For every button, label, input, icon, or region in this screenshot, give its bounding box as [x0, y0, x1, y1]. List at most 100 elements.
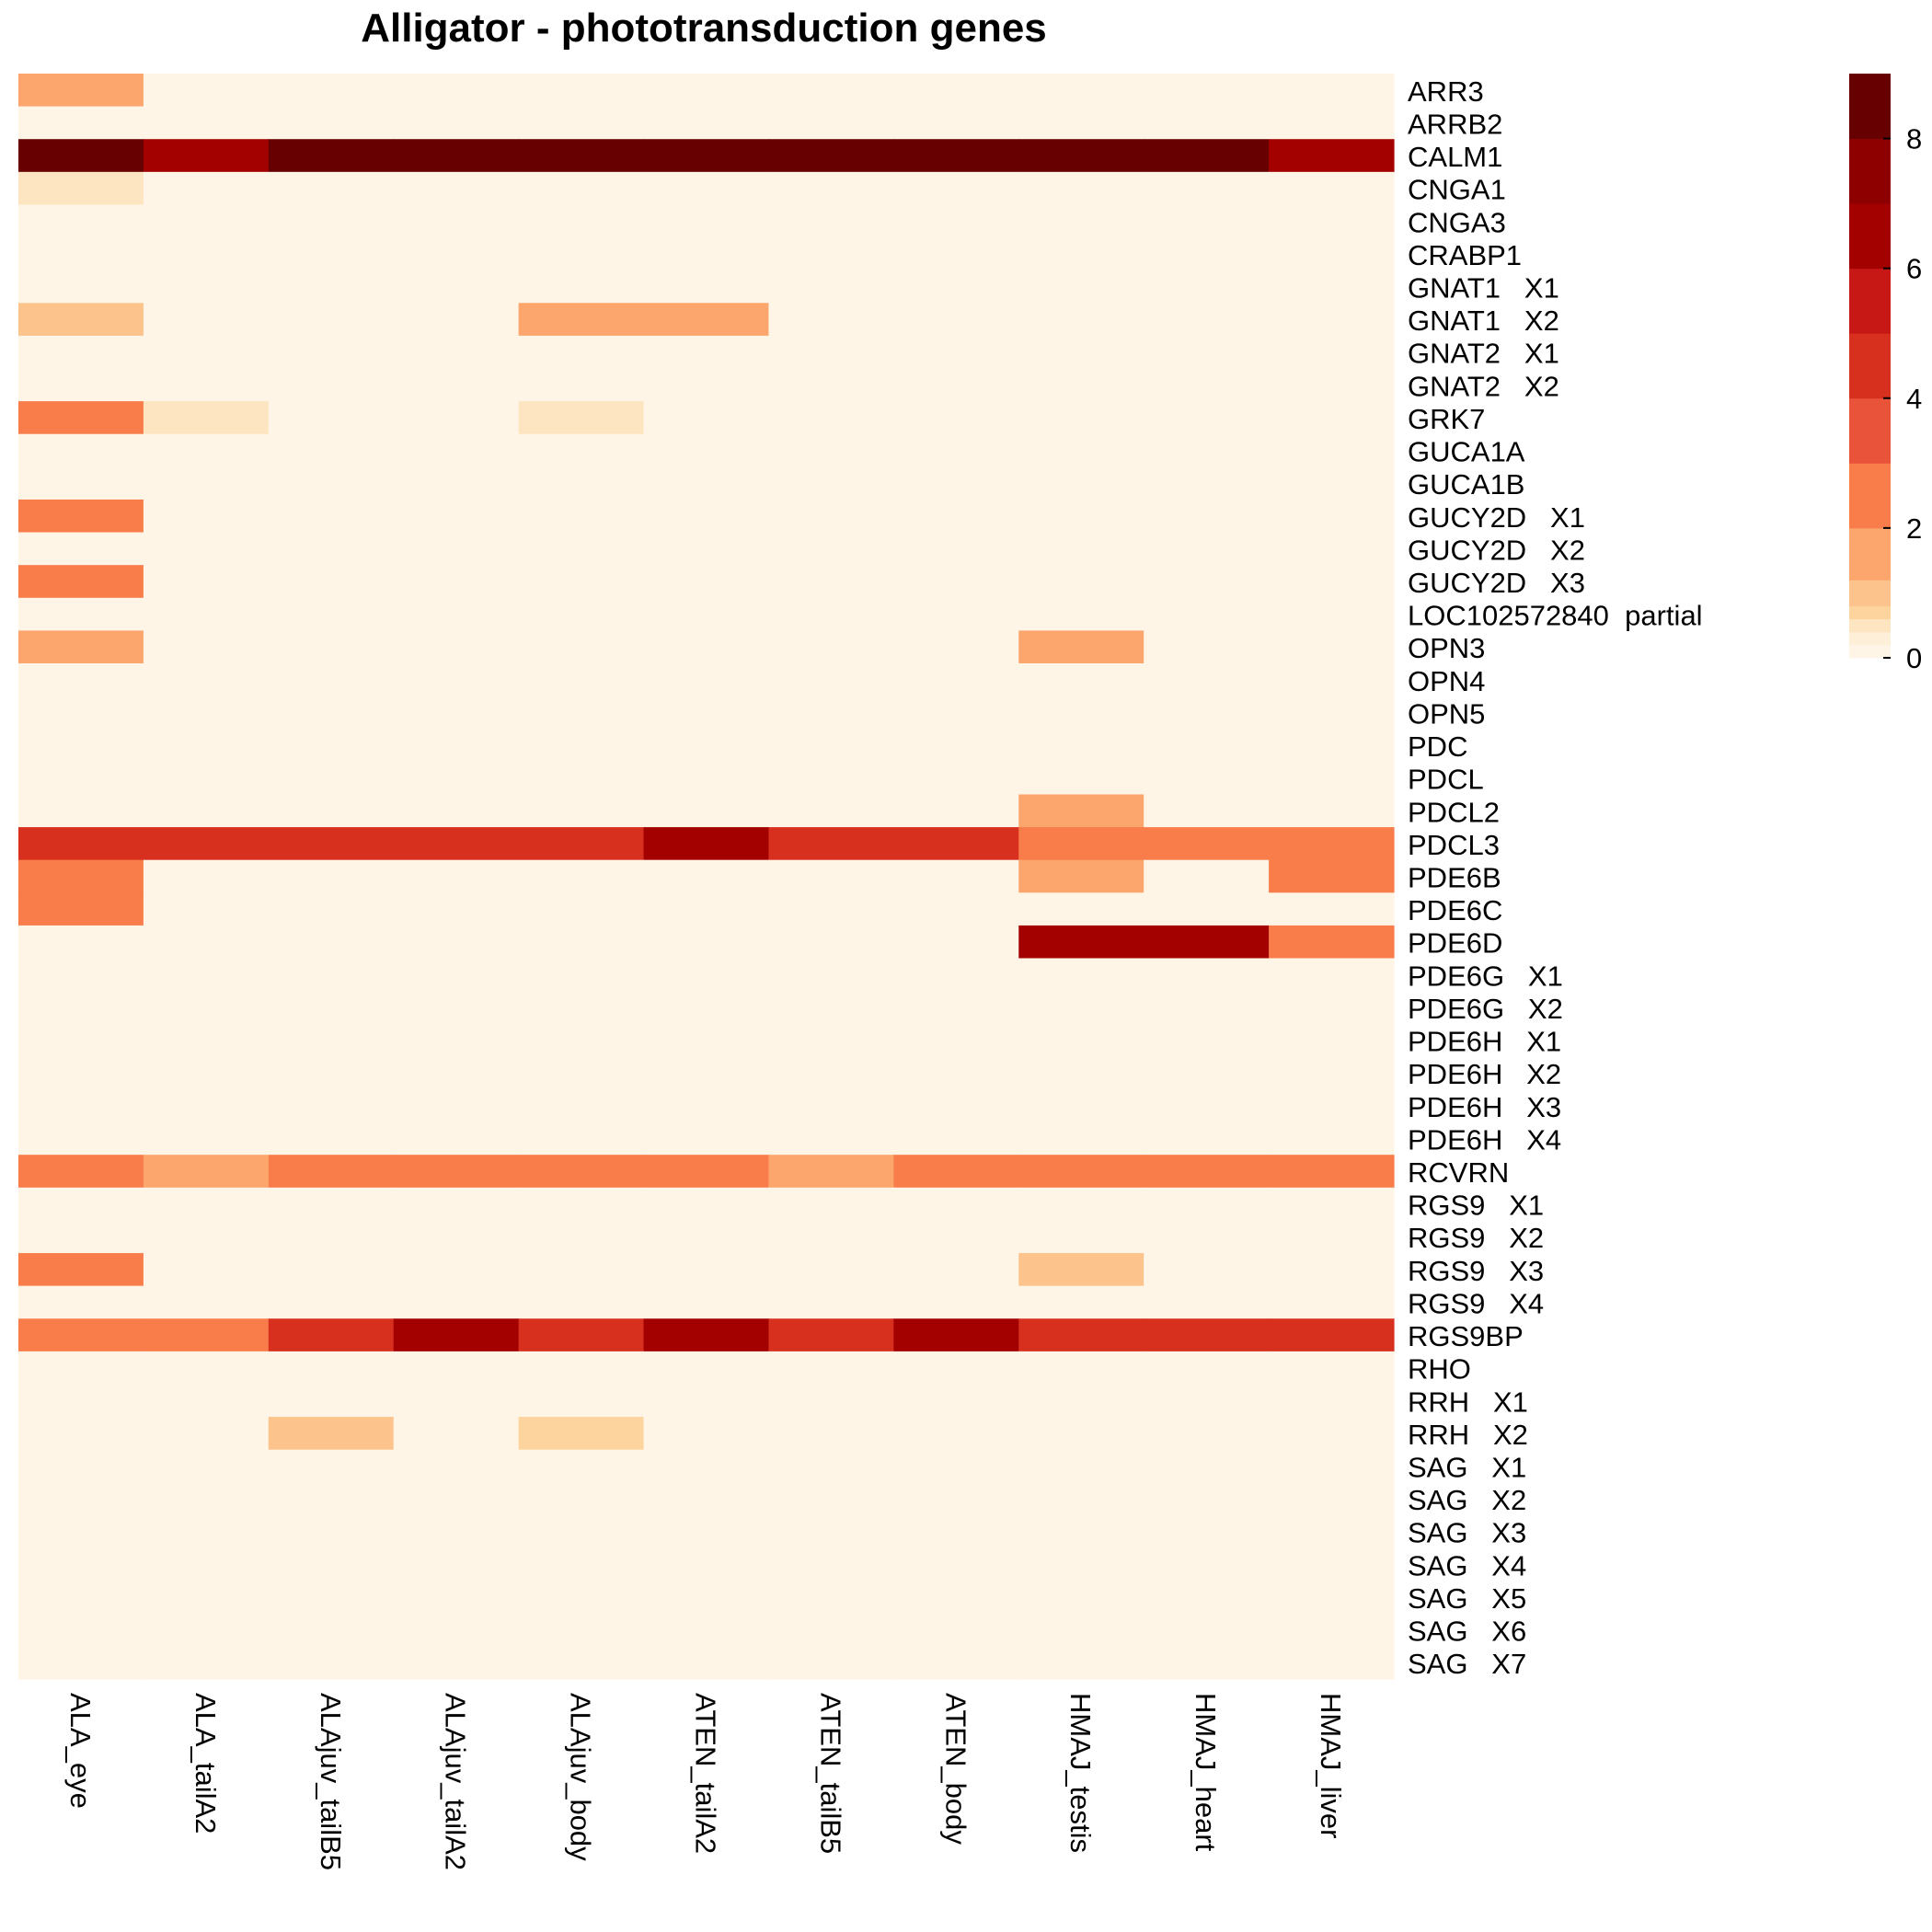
- heatmap-cell: [768, 1285, 894, 1319]
- heatmap-cell: [143, 1351, 270, 1386]
- heatmap-cell: [768, 859, 894, 893]
- heatmap-cell: [643, 1646, 770, 1680]
- heatmap-cell: [768, 139, 894, 173]
- legend-tick-label: 6: [1906, 253, 1922, 285]
- heatmap-cell: [1018, 401, 1144, 435]
- legend-swatch: [1849, 463, 1891, 529]
- row-label: GUCA1A: [1408, 436, 1525, 468]
- heatmap-cell: [893, 859, 1019, 893]
- heatmap-cell: [518, 630, 645, 664]
- heatmap-cell: [643, 925, 770, 960]
- heatmap-cell: [1269, 1285, 1395, 1319]
- heatmap-cell: [643, 466, 770, 500]
- heatmap-cell: [893, 532, 1019, 566]
- row-label: PDE6C: [1408, 894, 1502, 926]
- heatmap-cell: [518, 1285, 645, 1319]
- heatmap-cell: [1018, 1056, 1144, 1090]
- heatmap-cell: [1144, 696, 1270, 730]
- heatmap-cell: [643, 106, 770, 140]
- heatmap-cell: [393, 1547, 520, 1581]
- heatmap-cell: [1269, 565, 1395, 599]
- heatmap-cell: [1269, 827, 1395, 861]
- heatmap-cell: [518, 1351, 645, 1386]
- heatmap-cell: [1018, 303, 1144, 337]
- heatmap-cell: [893, 270, 1019, 304]
- heatmap-cell: [893, 1613, 1019, 1647]
- heatmap-cell: [518, 1121, 645, 1156]
- heatmap-cell: [268, 1581, 395, 1615]
- heatmap-cell: [393, 532, 520, 566]
- heatmap-cell: [643, 401, 770, 435]
- heatmap-cell: [643, 859, 770, 893]
- heatmap-cell: [518, 565, 645, 599]
- heatmap-cell: [393, 859, 520, 893]
- heatmap-cell: [268, 794, 395, 828]
- heatmap-cell: [768, 1547, 894, 1581]
- heatmap-cell: [1018, 335, 1144, 370]
- heatmap-cell: [18, 1449, 144, 1483]
- heatmap-cell: [1269, 1482, 1395, 1516]
- heatmap-cell: [268, 1482, 395, 1516]
- heatmap-cell: [268, 1220, 395, 1254]
- heatmap-cell: [643, 958, 770, 992]
- heatmap-cell: [768, 1482, 894, 1516]
- heatmap-cell: [893, 565, 1019, 599]
- heatmap-cell: [1269, 237, 1395, 271]
- heatmap-cell: [393, 1581, 520, 1615]
- row-label: SAG X5: [1408, 1582, 1526, 1615]
- heatmap-cell: [268, 270, 395, 304]
- heatmap-cell: [768, 1417, 894, 1451]
- heatmap-cell: [1018, 1285, 1144, 1319]
- heatmap-cell: [768, 106, 894, 140]
- heatmap-cell: [1269, 1023, 1395, 1057]
- heatmap-cell: [768, 794, 894, 828]
- heatmap-cell: [1144, 1482, 1270, 1516]
- heatmap-cell: [518, 139, 645, 173]
- heatmap-cell: [18, 729, 144, 763]
- heatmap-cell: [768, 597, 894, 632]
- heatmap-cell: [268, 892, 395, 926]
- row-label: OPN5: [1408, 697, 1485, 730]
- heatmap-cell: [268, 171, 395, 206]
- heatmap-cell: [1018, 892, 1144, 926]
- heatmap-cell: [143, 433, 270, 467]
- heatmap-cell: [1269, 1121, 1395, 1156]
- heatmap-cell: [1018, 139, 1144, 173]
- heatmap-cell: [518, 401, 645, 435]
- heatmap-cell: [1144, 1121, 1270, 1156]
- heatmap-cell: [18, 1056, 144, 1090]
- heatmap-cell: [1018, 1351, 1144, 1386]
- heatmap-cell: [1018, 433, 1144, 467]
- heatmap-cell: [1018, 565, 1144, 599]
- heatmap-cell: [518, 237, 645, 271]
- heatmap-cell: [1269, 532, 1395, 566]
- heatmap-cell: [893, 1056, 1019, 1090]
- heatmap-cell: [1018, 1121, 1144, 1156]
- row-label: RGS9 X3: [1408, 1255, 1544, 1287]
- heatmap-cell: [518, 1581, 645, 1615]
- heatmap-cell: [143, 1220, 270, 1254]
- heatmap-cell: [268, 597, 395, 632]
- heatmap-cell: [143, 171, 270, 206]
- heatmap-cell: [18, 991, 144, 1025]
- column-label: ALA_eye: [64, 1693, 97, 1809]
- heatmap-cell: [643, 1613, 770, 1647]
- heatmap-cell: [393, 991, 520, 1025]
- heatmap-cell: [143, 1613, 270, 1647]
- heatmap-cell: [1144, 1417, 1270, 1451]
- heatmap-cell: [893, 1088, 1019, 1123]
- heatmap-cell: [268, 958, 395, 992]
- heatmap-cell: [643, 1417, 770, 1451]
- row-label: GNAT2 X2: [1408, 370, 1559, 402]
- heatmap-cell: [393, 827, 520, 861]
- legend-swatch: [1849, 618, 1891, 633]
- heatmap-cell: [518, 433, 645, 467]
- heatmap-cell: [18, 1646, 144, 1680]
- heatmap-cell: [1018, 1155, 1144, 1189]
- heatmap-cell: [1018, 1384, 1144, 1418]
- heatmap-cell: [268, 368, 395, 402]
- heatmap-cell: [893, 892, 1019, 926]
- heatmap-cell: [1144, 401, 1270, 435]
- heatmap-cell: [518, 729, 645, 763]
- heatmap-cell: [18, 1613, 144, 1647]
